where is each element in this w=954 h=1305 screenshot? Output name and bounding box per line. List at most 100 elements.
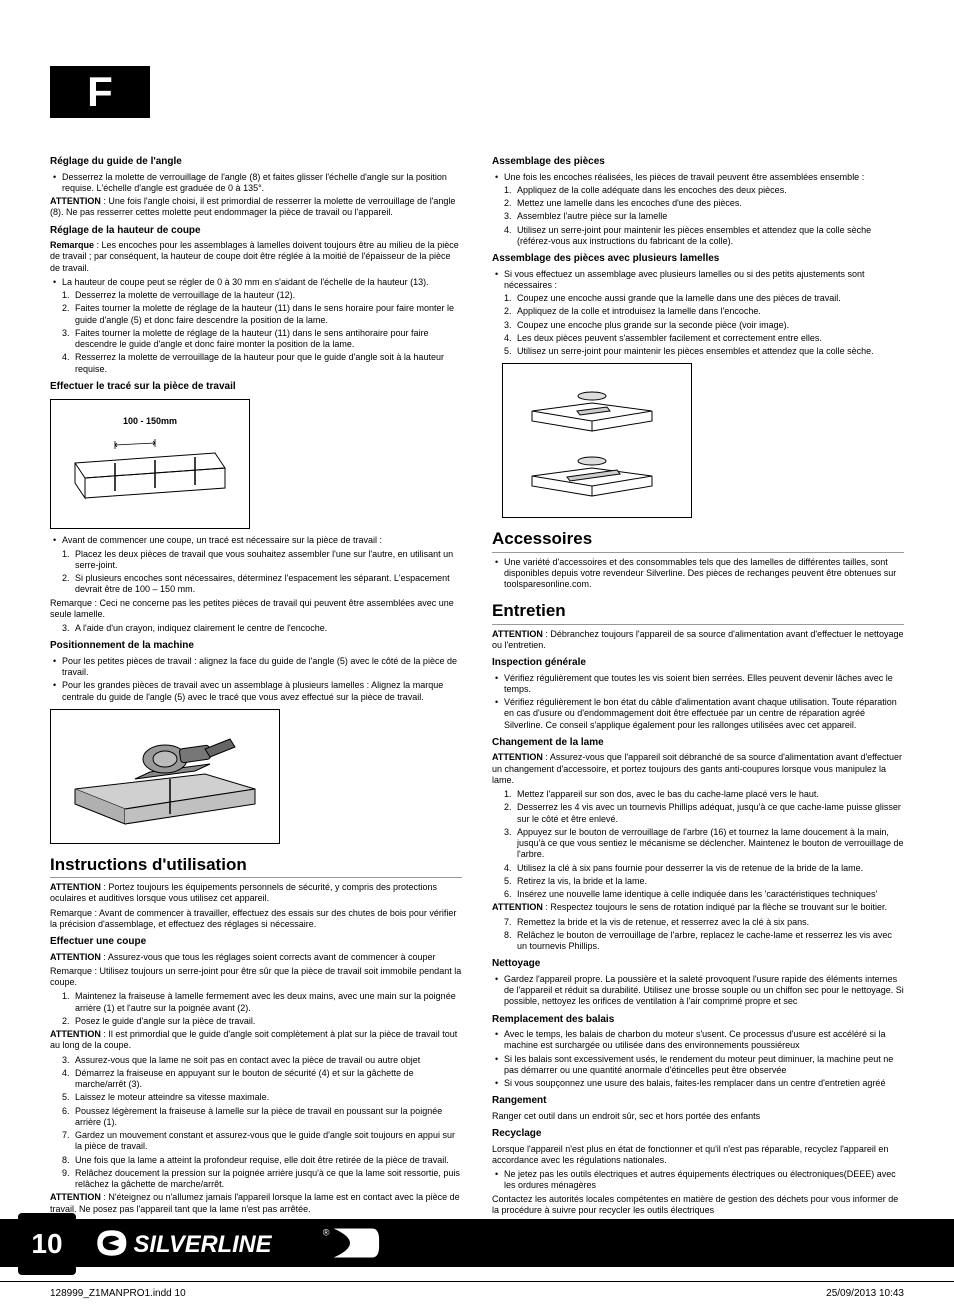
list-item: 1.Placez les deux pièces de travail que … [50,549,462,572]
bullet-list: La hauteur de coupe peut se régler de 0 … [50,277,462,288]
heading: Recyclage [492,1128,904,1141]
list-item: 5.Retirez la vis, la bride et la lame. [492,876,904,887]
bullet-list: Avant de commencer une coupe, un tracé e… [50,535,462,546]
numbered-list: 1.Coupez une encoche aussi grande que la… [492,293,904,357]
list-item: 2.Posez le guide d'angle sur la pièce de… [50,1016,462,1027]
list-item: 3.Assemblez l'autre pièce sur la lamelle [492,211,904,222]
list-item: 1.Mettez l'appareil sur son dos, avec le… [492,789,904,800]
heading: Assemblage des pièces avec plusieurs lam… [492,253,904,266]
bullet-list: Gardez l'appareil propre. La poussière e… [492,974,904,1008]
list-item: Une fois les encoches réalisées, les piè… [492,172,904,183]
section-title: Accessoires [492,528,904,552]
list-item: 3.Coupez une encoche plus grande sur la … [492,320,904,331]
heading: Réglage de la hauteur de coupe [50,225,462,238]
text: : Assurez-vous que tous les réglages soi… [101,952,436,962]
heading: Rangement [492,1095,904,1108]
list-item: 5.Utilisez un serre-joint pour maintenir… [492,346,904,357]
assembly-bottom-svg [522,446,672,501]
bullet-list: Ne jetez pas les outils électriques et a… [492,1169,904,1192]
list-item: Une variété d'accessoires et des consomm… [492,557,904,591]
bullet-list: Vérifiez régulièrement que toutes les vi… [492,673,904,731]
list-item: 3.Appuyez sur le bouton de verrouillage … [492,827,904,861]
paragraph: ATTENTION : Il est primordial que le gui… [50,1029,462,1052]
text: : Les encoches pour les assemblages à la… [50,240,459,273]
list-item: Si vous effectuez un assemblage avec plu… [492,269,904,292]
bullet-list: Avec le temps, les balais de charbon du … [492,1029,904,1089]
figure-spacing-diagram: 100 - 150mm [50,399,250,529]
heading: Effectuer une coupe [50,936,462,949]
list-item: 3.Assurez-vous que la lame ne soit pas e… [50,1055,462,1066]
left-column: Réglage du guide de l'angle Desserrez la… [50,150,462,1243]
bullet-list: Une fois les encoches réalisées, les piè… [492,172,904,183]
language-tab: F [50,66,150,118]
list-item: Pour les grandes pièces de travail avec … [50,680,462,703]
text: : Assurez-vous que l'appareil soit débra… [492,752,902,785]
list-item: La hauteur de coupe peut se régler de 0 … [50,277,462,288]
brand-logo: SILVERLINE ® [90,1216,381,1270]
list-item: Si vous soupçonnez une usure des balais,… [492,1078,904,1089]
figure-label: 100 - 150mm [123,416,177,427]
list-item: 4.Resserrez la molette de verrouillage d… [50,352,462,375]
section-title: Instructions d'utilisation [50,854,462,878]
manual-page: F Réglage du guide de l'angle Desserrez … [0,0,954,1243]
paragraph: Lorsque l'appareil n'est plus en état de… [492,1144,904,1167]
list-item: 8.Relâchez le bouton de verrouillage de … [492,930,904,953]
list-item: 1.Maintenez la fraiseuse à lamelle ferme… [50,991,462,1014]
warning-label: ATTENTION [50,1192,101,1202]
print-footer: 128999_Z1MANPRO1.indd 10 25/09/2013 10:4… [0,1281,954,1305]
text: : Il est primordial que le guide d'angle… [50,1029,457,1050]
figure-assembly-diagram [502,363,692,518]
paragraph: Remarque : Utilisez toujours un serre-jo… [50,966,462,989]
bullet-list: Desserrez la molette de verrouillage de … [50,172,462,195]
paragraph: ATTENTION : Assurez-vous que tous les ré… [50,952,462,963]
list-item: 4.Utilisez un serre-joint pour maintenir… [492,225,904,248]
paragraph: ATTENTION : Portez toujours les équipeme… [50,882,462,905]
bullet-list: Pour les petites pièces de travail : ali… [50,656,462,703]
paragraph: Contactez les autorités locales compéten… [492,1194,904,1217]
list-item: Desserrez la molette de verrouillage de … [50,172,462,195]
heading: Nettoyage [492,958,904,971]
list-item: Vérifiez régulièrement que toutes les vi… [492,673,904,696]
list-item: 4.Démarrez la fraiseuse en appuyant sur … [50,1068,462,1091]
print-filename: 128999_Z1MANPRO1.indd 10 [50,1288,186,1299]
paragraph: ATTENTION : Respectez toujours le sens d… [492,902,904,913]
list-item: 1.Appliquez de la colle adéquate dans le… [492,185,904,196]
warning-label: ATTENTION [492,752,543,762]
numbered-list: 1.Maintenez la fraiseuse à lamelle ferme… [50,991,462,1027]
list-item: Pour les petites pièces de travail : ali… [50,656,462,679]
list-item: Avant de commencer une coupe, un tracé e… [50,535,462,546]
numbered-list: 7.Remettez la bride et la vis de retenue… [492,917,904,953]
list-item: 2.Faites tourner la molette de réglage d… [50,303,462,326]
paragraph: Remarque : Les encoches pour les assembl… [50,240,462,274]
list-item: 9.Relâchez doucement la pression sur la … [50,1168,462,1191]
list-item: 4.Utilisez la clé à six pans fournie pou… [492,863,904,874]
list-item: 4.Les deux pièces peuvent s'assembler fa… [492,333,904,344]
list-item: 6.Poussez légèrement la fraiseuse à lame… [50,1106,462,1129]
svg-text:®: ® [323,1228,330,1238]
heading: Effectuer le tracé sur la pièce de trava… [50,381,462,394]
section-title: Entretien [492,600,904,624]
spacing-diagram-svg [65,433,235,513]
paragraph: ATTENTION : N'éteignez ou n'allumez jama… [50,1192,462,1215]
list-item: Gardez l'appareil propre. La poussière e… [492,974,904,1008]
list-item: 1.Desserrez la molette de verrouillage d… [50,290,462,301]
paragraph: Remarque : Avant de commencer à travaill… [50,908,462,931]
list-item: Ne jetez pas les outils électriques et a… [492,1169,904,1192]
paragraph: ATTENTION : Assurez-vous que l'appareil … [492,752,904,786]
warning-label: ATTENTION [50,882,101,892]
text: : Débranchez toujours l'appareil de sa s… [492,629,904,650]
list-item: Vérifiez régulièrement le bon état du câ… [492,697,904,731]
heading: Assemblage des pièces [492,156,904,169]
list-item: 2.Mettez une lamelle dans les encoches d… [492,198,904,209]
paragraph: ATTENTION : Débranchez toujours l'appare… [492,629,904,652]
text: : Respectez toujours le sens de rotation… [543,902,887,912]
heading: Inspection générale [492,657,904,670]
bullet-list: Une variété d'accessoires et des consomm… [492,557,904,591]
list-item: Si les balais sont excessivement usés, l… [492,1054,904,1077]
figure-positioning-diagram [50,709,280,844]
text: : Une fois l'angle choisi, il est primor… [50,196,455,217]
heading: Réglage du guide de l'angle [50,156,462,169]
list-item: 5.Laissez le moteur atteindre sa vitesse… [50,1092,462,1103]
numbered-list: 1.Mettez l'appareil sur son dos, avec le… [492,789,904,900]
warning-label: ATTENTION [492,629,543,639]
